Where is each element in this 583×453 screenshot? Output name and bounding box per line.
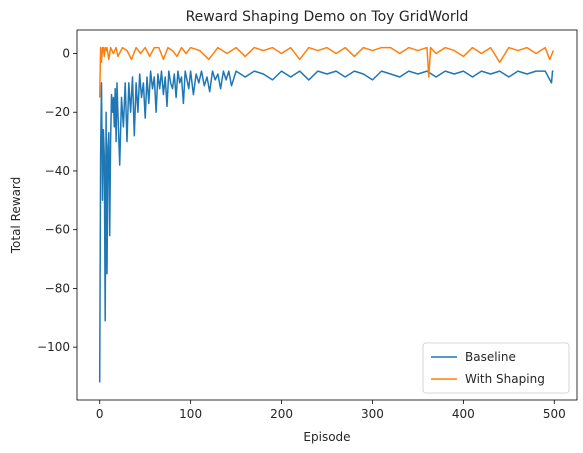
legend: Baseline With Shaping xyxy=(422,342,570,394)
x-tick-label: 100 xyxy=(179,407,202,421)
y-tick-label: 0 xyxy=(62,46,70,60)
x-tick-label: 500 xyxy=(543,407,566,421)
x-tick-label: 400 xyxy=(452,407,475,421)
x-tick-label: 200 xyxy=(270,407,293,421)
x-tick-label: 0 xyxy=(96,407,104,421)
y-tick-label: −80 xyxy=(45,281,70,295)
plot-frame xyxy=(76,29,578,401)
plot-area xyxy=(77,30,577,400)
y-tick-label: −20 xyxy=(45,105,70,119)
x-tick-label: 300 xyxy=(361,407,384,421)
legend-label-baseline: Baseline xyxy=(465,350,516,364)
series-layer xyxy=(98,46,555,383)
y-tick-label: −60 xyxy=(45,223,70,237)
chart-title: Reward Shaping Demo on Toy GridWorld xyxy=(186,9,469,25)
series-line-baseline xyxy=(98,70,554,383)
x-axis-title: Episode xyxy=(303,430,350,444)
legend-label-with-shaping: With Shaping xyxy=(465,372,545,386)
y-tick-label: −40 xyxy=(45,164,70,178)
y-tick-label: −100 xyxy=(37,340,70,354)
y-axis-title: Total Reward xyxy=(9,177,23,255)
series-line-with-shaping xyxy=(98,46,555,98)
legend-box xyxy=(422,342,570,394)
axes-layer: 0 100 200 300 400 500 −100 −80 −60 −40 −20 0 xyxy=(37,29,578,421)
